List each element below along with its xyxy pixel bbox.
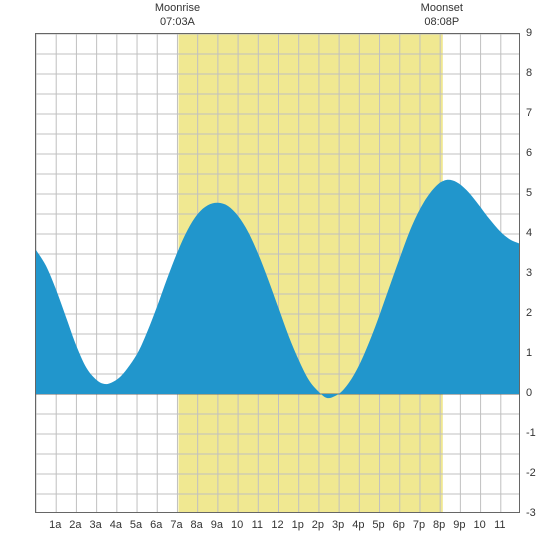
x-tick-label: 7p (413, 519, 425, 531)
moonset-time: 08:08P (421, 16, 463, 30)
moonrise-time: 07:03A (155, 16, 200, 30)
y-tick-label: 6 (526, 147, 550, 159)
y-tick-label: -3 (526, 507, 550, 519)
x-tick-label: 10 (231, 519, 243, 531)
plot-area (35, 33, 520, 513)
y-tick-label: 3 (526, 267, 550, 279)
x-tick-label: 7a (170, 519, 182, 531)
y-tick-label: 9 (526, 27, 550, 39)
y-tick-label: 8 (526, 67, 550, 79)
x-tick-label: 12 (271, 519, 283, 531)
y-tick-label: 7 (526, 107, 550, 119)
x-tick-label: 8a (191, 519, 203, 531)
y-tick-label: 1 (526, 347, 550, 359)
moonrise-title: Moonrise (155, 2, 200, 16)
x-tick-label: 4p (352, 519, 364, 531)
x-tick-label: 9p (453, 519, 465, 531)
x-tick-label: 3p (332, 519, 344, 531)
x-tick-label: 11 (252, 519, 263, 531)
x-tick-label: 11 (494, 519, 505, 531)
x-tick-label: 4a (110, 519, 122, 531)
x-tick-label: 2a (69, 519, 81, 531)
moonrise-label: Moonrise 07:03A (155, 2, 200, 30)
x-tick-label: 10 (473, 519, 485, 531)
y-tick-label: 2 (526, 307, 550, 319)
y-tick-label: -1 (526, 427, 550, 439)
x-tick-label: 6a (150, 519, 162, 531)
plot-svg (36, 34, 520, 513)
x-tick-label: 1p (292, 519, 304, 531)
x-tick-label: 5a (130, 519, 142, 531)
x-tick-label: 2p (312, 519, 324, 531)
y-tick-label: 0 (526, 387, 550, 399)
moonset-title: Moonset (421, 2, 463, 16)
y-tick-label: 4 (526, 227, 550, 239)
x-tick-label: 3a (90, 519, 102, 531)
x-tick-label: 8p (433, 519, 445, 531)
tide-chart: Moonrise 07:03A Moonset 08:08P -3-2-1012… (0, 0, 550, 550)
x-tick-label: 1a (49, 519, 61, 531)
x-tick-label: 5p (372, 519, 384, 531)
y-tick-label: 5 (526, 187, 550, 199)
x-tick-label: 6p (393, 519, 405, 531)
y-tick-label: -2 (526, 467, 550, 479)
x-tick-label: 9a (211, 519, 223, 531)
moonset-label: Moonset 08:08P (421, 2, 463, 30)
